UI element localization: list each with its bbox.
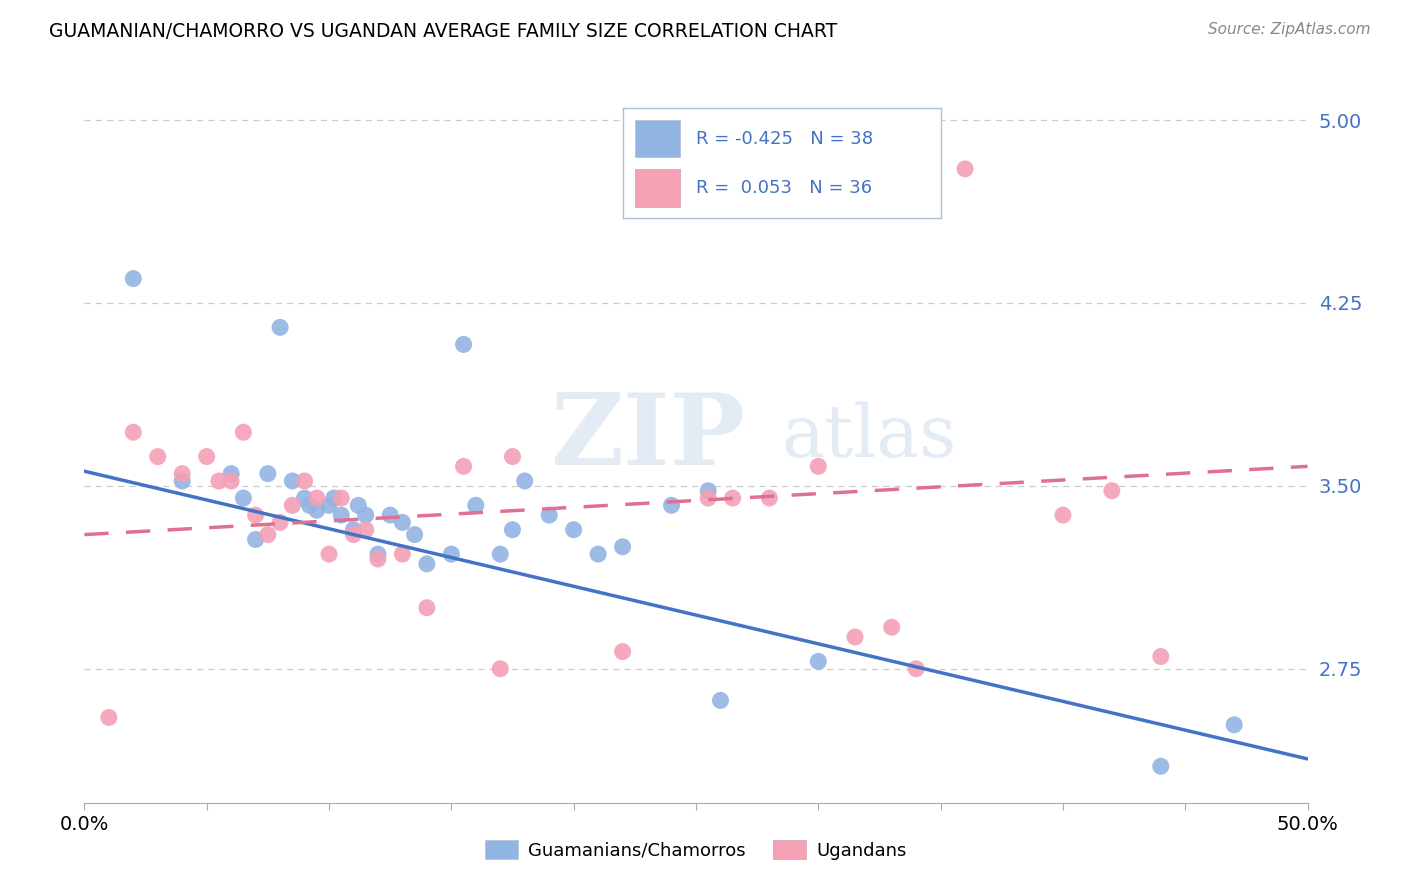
Point	[807, 459, 830, 474]
Point	[146, 450, 169, 464]
Point	[305, 503, 328, 517]
Point	[453, 337, 475, 351]
Point	[489, 547, 512, 561]
Point	[330, 491, 353, 505]
Text: GUAMANIAN/CHAMORRO VS UGANDAN AVERAGE FAMILY SIZE CORRELATION CHART: GUAMANIAN/CHAMORRO VS UGANDAN AVERAGE FA…	[49, 22, 838, 41]
Point	[219, 474, 242, 488]
Text: Source: ZipAtlas.com: Source: ZipAtlas.com	[1208, 22, 1371, 37]
Point	[347, 499, 370, 513]
Point	[661, 499, 683, 513]
Point	[404, 527, 426, 541]
Point	[269, 516, 291, 530]
Point	[380, 508, 402, 522]
Text: ZIP: ZIP	[550, 389, 745, 485]
Point	[453, 459, 475, 474]
Point	[464, 499, 486, 513]
Point	[232, 425, 254, 440]
Point	[354, 523, 377, 537]
Point	[586, 547, 609, 561]
Point	[318, 547, 340, 561]
Point	[342, 523, 364, 537]
Point	[502, 523, 524, 537]
Point	[257, 527, 280, 541]
Point	[562, 523, 585, 537]
Point	[245, 508, 267, 522]
Point	[294, 491, 316, 505]
Point	[122, 271, 145, 285]
Point	[1052, 508, 1074, 522]
Point	[391, 516, 413, 530]
Point	[502, 450, 524, 464]
Point	[513, 474, 536, 488]
Point	[697, 491, 720, 505]
Point	[97, 710, 120, 724]
Point	[367, 552, 389, 566]
Point	[905, 662, 928, 676]
Point	[172, 474, 194, 488]
Point	[232, 491, 254, 505]
Point	[1150, 649, 1173, 664]
Text: atlas: atlas	[782, 401, 957, 473]
Point	[305, 491, 328, 505]
Point	[1150, 759, 1173, 773]
Point	[208, 474, 231, 488]
Point	[612, 540, 634, 554]
Point	[880, 620, 903, 634]
Point	[122, 425, 145, 440]
Point	[219, 467, 242, 481]
Point	[294, 474, 316, 488]
Point	[416, 557, 439, 571]
Point	[330, 508, 353, 522]
Legend: Guamanians/Chamorros, Ugandans: Guamanians/Chamorros, Ugandans	[478, 833, 914, 867]
Point	[322, 491, 344, 505]
Point	[1101, 483, 1123, 498]
Point	[391, 547, 413, 561]
Point	[697, 483, 720, 498]
Point	[367, 547, 389, 561]
Point	[269, 320, 291, 334]
Point	[1223, 718, 1246, 732]
Point	[953, 161, 976, 176]
Point	[612, 645, 634, 659]
Point	[844, 630, 866, 644]
Point	[257, 467, 280, 481]
Point	[195, 450, 218, 464]
Point	[342, 527, 364, 541]
Point	[298, 499, 321, 513]
Point	[440, 547, 463, 561]
Point	[721, 491, 744, 505]
Point	[709, 693, 731, 707]
Point	[281, 499, 304, 513]
Point	[807, 654, 830, 668]
Point	[245, 533, 267, 547]
Point	[172, 467, 194, 481]
Point	[416, 600, 439, 615]
Point	[318, 499, 340, 513]
Point	[281, 474, 304, 488]
Point	[758, 491, 780, 505]
Point	[354, 508, 377, 522]
Point	[489, 662, 512, 676]
Point	[538, 508, 561, 522]
